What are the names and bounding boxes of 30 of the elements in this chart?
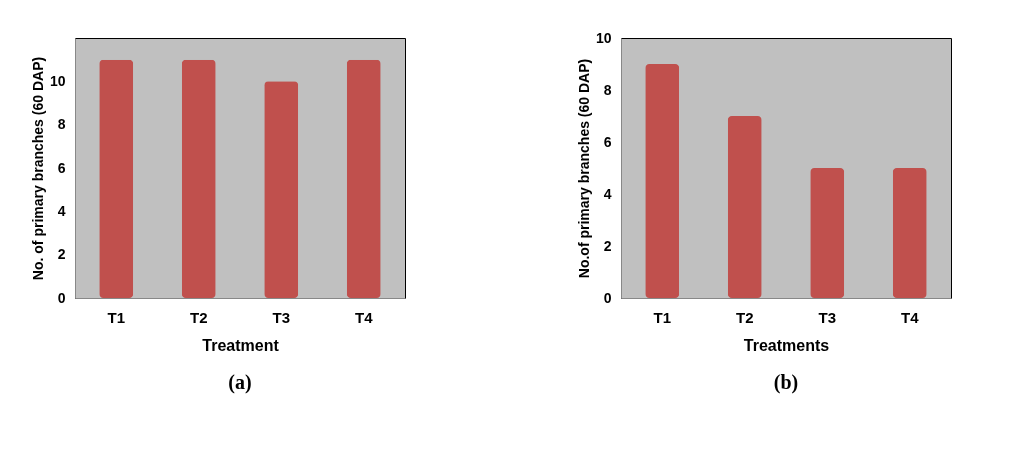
x-tick-label: T3	[818, 308, 837, 326]
bar	[810, 168, 845, 298]
x-tick-label: T3	[272, 308, 291, 326]
y-tick-label: 6	[603, 133, 612, 150]
x-tick-label: T1	[653, 308, 672, 326]
x-tick-label: T1	[107, 308, 126, 326]
x-tick-label: T4	[900, 308, 920, 326]
text: (b)	[773, 371, 799, 394]
y-tick-label: 6	[57, 159, 66, 176]
y-tick-label: 0	[57, 289, 66, 306]
x-axis-title: Treatments	[743, 336, 830, 354]
y-tick-label: 4	[603, 185, 612, 202]
x-tick-label: T4	[354, 308, 374, 326]
y-tick-label: 2	[57, 246, 66, 263]
y-axis-title: No. of primary branches (60 DAP)	[29, 56, 46, 281]
y-tick-label: 0	[603, 289, 612, 306]
y-tick-label: 2	[603, 237, 612, 254]
text: (a)	[228, 371, 252, 394]
x-tick-label: T2	[189, 308, 208, 326]
y-tick-label: 10	[49, 72, 66, 89]
y-tick-label: 8	[603, 81, 612, 98]
y-tick-label: 10	[595, 29, 612, 46]
y-tick-label: 8	[57, 116, 66, 133]
y-tick-label: 4	[57, 202, 66, 219]
bar	[892, 168, 927, 298]
y-axis-title: No.of primary branches (60 DAP)	[575, 58, 592, 279]
bar	[727, 116, 762, 298]
x-axis-title: Treatment	[202, 336, 280, 354]
x-tick-label: T2	[735, 308, 754, 326]
bar	[645, 64, 680, 298]
